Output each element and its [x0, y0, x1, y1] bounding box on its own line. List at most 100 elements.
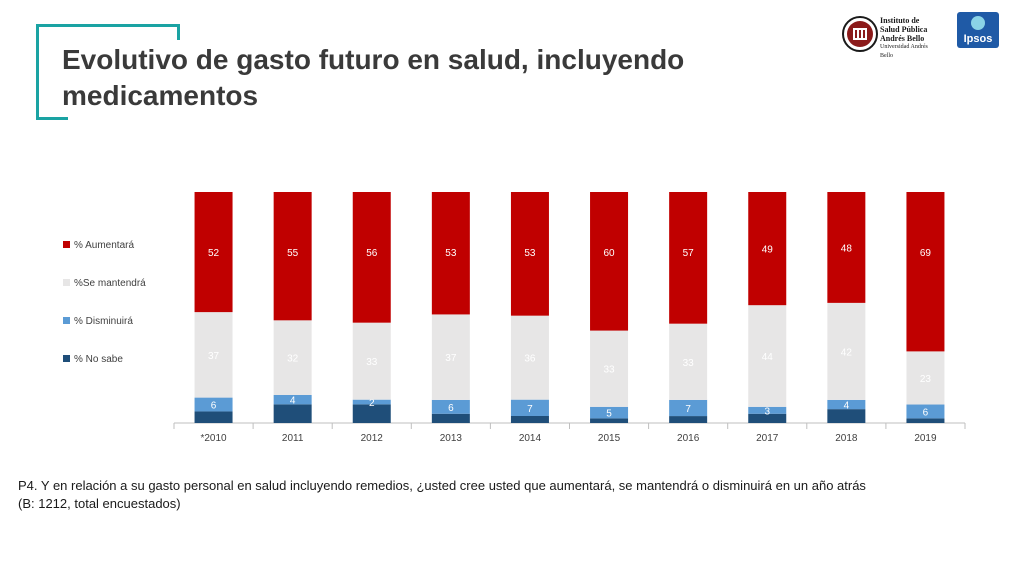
legend-label: % Aumentará [74, 240, 134, 251]
data-label: 6 [448, 403, 454, 414]
bar-segment [827, 399, 866, 410]
legend-label: % No sabe [74, 354, 123, 365]
bar-segment [273, 395, 312, 405]
frame-bottom-line [36, 117, 68, 120]
data-label: 37 [208, 351, 220, 362]
page-title: Evolutivo de gasto futuro en salud, incl… [62, 42, 742, 114]
data-label: 6 [211, 401, 217, 412]
bar-segment [352, 192, 391, 323]
bar-segment [431, 399, 470, 414]
bar-segment [273, 192, 312, 321]
data-label: 48 [841, 243, 853, 254]
institute-name-line2: Salud Pública [880, 25, 928, 34]
legend-swatch [63, 279, 70, 286]
data-label: 33 [366, 357, 378, 368]
bar-segment [590, 418, 629, 423]
data-label: 69 [920, 248, 932, 259]
bar-segment [510, 315, 549, 400]
data-label: 7 [527, 404, 533, 415]
bar-segment [669, 192, 708, 324]
data-label: 52 [208, 248, 220, 259]
bar-segment [669, 399, 708, 417]
data-label: 60 [603, 248, 615, 259]
data-label: 44 [762, 352, 774, 363]
data-label: 2 [369, 398, 375, 409]
institute-name: Instituto de Salud Pública Andrés Bello … [880, 16, 942, 61]
question-footnote: P4. Y en relación a su gasto personal en… [18, 477, 1008, 513]
x-tick-label: 2019 [914, 433, 937, 444]
bar-segment [510, 399, 549, 416]
bar-segment [748, 413, 787, 423]
frame-left-line [36, 24, 39, 120]
data-label: 53 [524, 248, 536, 259]
bar-segment [827, 192, 866, 303]
data-label: 33 [683, 358, 695, 369]
x-tick-label: 2012 [361, 433, 384, 444]
bar-segment [669, 416, 708, 423]
data-label: 56 [366, 248, 378, 259]
bar-segment [669, 323, 708, 400]
legend-swatch [63, 355, 70, 362]
bar-segment [590, 406, 629, 419]
legend-label: %Se mantendrá [74, 278, 146, 289]
data-label: 42 [841, 347, 853, 358]
bar-segment [748, 192, 787, 306]
bar-segment [273, 404, 312, 423]
bar-segment [431, 413, 470, 423]
institute-seal-icon [842, 16, 878, 52]
x-tick-label: 2018 [835, 433, 858, 444]
institute-university: Universidad Andrés Bello [880, 44, 928, 59]
bar-segment [827, 302, 866, 400]
data-label: 4 [290, 396, 296, 407]
footnote-line1: P4. Y en relación a su gasto personal en… [18, 478, 866, 493]
data-label: 33 [603, 365, 615, 376]
x-tick-label: *2010 [200, 433, 227, 444]
bar-segment [590, 192, 629, 331]
data-label: 3 [764, 406, 770, 417]
bar-segment [194, 411, 233, 423]
bar-segment [352, 322, 391, 400]
data-label: 53 [445, 248, 457, 259]
bar-segment [194, 397, 233, 412]
bar-segment [352, 404, 391, 423]
data-label: 7 [685, 404, 691, 415]
data-label: 4 [844, 401, 850, 412]
x-tick-label: 2013 [440, 433, 463, 444]
x-tick-label: 2015 [598, 433, 621, 444]
footnote-line2: (B: 1212, total encuestados) [18, 496, 181, 511]
ipsos-mark-icon [971, 16, 985, 30]
x-tick-label: 2014 [519, 433, 542, 444]
data-label: 55 [287, 248, 299, 259]
data-label: 36 [524, 354, 536, 365]
x-tick-label: 2017 [756, 433, 779, 444]
frame-right-line [177, 24, 180, 40]
bar-segment [273, 320, 312, 395]
bar-segment [906, 192, 945, 352]
x-tick-label: 2016 [677, 433, 700, 444]
data-label: 6 [923, 407, 929, 418]
bar-segment [906, 351, 945, 405]
legend-swatch [63, 317, 70, 324]
data-label: 23 [920, 374, 932, 385]
data-label: 49 [762, 245, 774, 256]
data-label: 5 [606, 409, 612, 420]
institute-name-line1: Instituto de [880, 16, 920, 25]
bar-segment [827, 409, 866, 423]
data-label: 37 [445, 353, 457, 364]
bar-segment [194, 192, 233, 313]
page-title-line2: medicamentos [62, 80, 259, 111]
ipsos-wordmark: Ipsos [963, 33, 993, 45]
bar-segment [590, 330, 629, 407]
stacked-bar-chart: 63752*2010432552011233562012637532013736… [63, 192, 966, 444]
page-title-line1: Evolutivo de gasto futuro en salud, incl… [62, 44, 685, 75]
bar-segment [431, 314, 470, 400]
bar-segment [906, 418, 945, 423]
bar-segment [510, 416, 549, 423]
legend-label: % Disminuirá [74, 316, 133, 327]
frame-top-line [36, 24, 180, 27]
legend-swatch [63, 241, 70, 248]
bar-segment [352, 399, 391, 405]
bar-segment [906, 404, 945, 419]
x-tick-label: 2011 [282, 433, 304, 444]
institute-name-line3: Andrés Bello [880, 34, 925, 43]
